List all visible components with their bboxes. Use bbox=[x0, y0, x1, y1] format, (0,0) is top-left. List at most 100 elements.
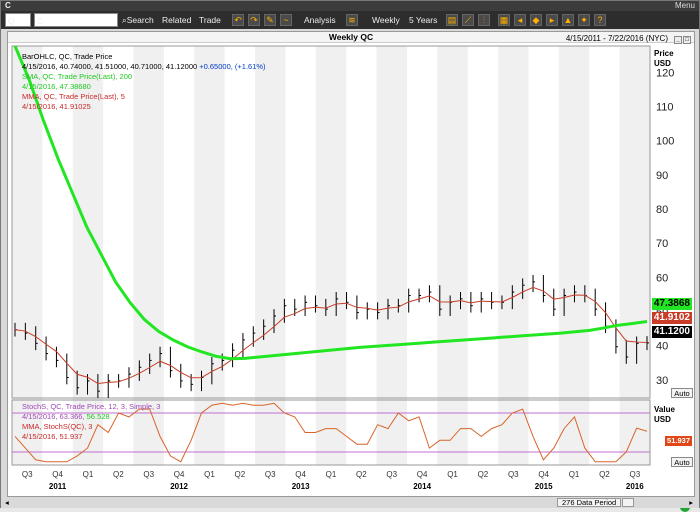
x-tick-label: Q1 bbox=[447, 470, 458, 479]
x-year-label: 2014 bbox=[413, 482, 431, 491]
scroll-right-icon[interactable]: ▸ bbox=[546, 14, 558, 26]
x-tick-label: Q3 bbox=[386, 470, 397, 479]
y-tick-label: 80 bbox=[656, 204, 668, 216]
mma-line bbox=[14, 286, 648, 385]
quarter-band bbox=[498, 46, 529, 465]
x-tick-label: Q2 bbox=[113, 470, 124, 479]
legend-stoch: StochS, QC, Trade Price, 12, 3, Simple, … bbox=[22, 402, 161, 411]
x-tick-label: Q2 bbox=[235, 470, 246, 479]
range-select[interactable]: 5 Years bbox=[409, 15, 438, 25]
date-range: 4/15/2011 - 7/22/2016 (NYC) bbox=[565, 34, 668, 43]
lower-axis-unit: USD bbox=[654, 415, 671, 424]
menu-button[interactable]: Menu bbox=[674, 1, 695, 10]
draw-icon[interactable]: ✎ bbox=[264, 14, 276, 26]
redo-icon[interactable]: ↷ bbox=[248, 14, 260, 26]
x-year-label: 2011 bbox=[49, 482, 67, 491]
zoom-button[interactable] bbox=[622, 498, 634, 507]
legend-bar-ohlc: BarOHLC, QC, Trade Price bbox=[22, 52, 113, 61]
price-legend: BarOHLC, QC, Trade Price 4/15/2016, 40.7… bbox=[22, 52, 266, 112]
legend-mma-value: 4/15/2016, 41.91025 bbox=[22, 102, 91, 111]
stoch-last-tag: 51.937 bbox=[665, 436, 692, 446]
scroll-right-arrow-icon[interactable]: ▸ bbox=[689, 498, 693, 507]
studies-icon[interactable]: ≋ bbox=[346, 14, 358, 26]
quarter-band bbox=[133, 46, 164, 465]
legend-stoch-mma-value: 4/15/2016, 51.937 bbox=[22, 432, 83, 441]
y-axis-unit: USD bbox=[654, 59, 671, 68]
stoch-plot-frame bbox=[11, 399, 651, 466]
legend-ohlc-values-text: 4/15/2016, 40.74000, 41.51000, 40.71000,… bbox=[22, 62, 198, 71]
quarter-band bbox=[437, 46, 468, 465]
lower-axis-label: Value bbox=[654, 405, 675, 414]
quarter-band bbox=[619, 46, 650, 465]
title-bar: C Menu bbox=[1, 1, 699, 11]
chart-title: Weekly QC bbox=[328, 32, 374, 42]
y-tick-label: 100 bbox=[656, 136, 674, 148]
price-chart[interactable]: 12011010090807060504030PriceUSDValueUSDQ… bbox=[8, 32, 694, 496]
legend-stoch-values: 4/15/2016, 63.366, 56.528 bbox=[22, 412, 160, 422]
quarter-band bbox=[315, 46, 347, 465]
legend-stoch-d: 56.528 bbox=[86, 412, 110, 421]
x-tick-label: Q4 bbox=[52, 470, 63, 479]
up-icon[interactable]: ▲ bbox=[562, 14, 574, 26]
analysis-menu[interactable]: Analysis bbox=[304, 15, 336, 25]
chart-title-bar: Weekly QC 4/15/2011 - 7/22/2016 (NYC) _ □ bbox=[8, 32, 694, 44]
legend-change: +0.65000, (+1.61%) bbox=[197, 62, 266, 71]
help-icon[interactable]: ? bbox=[594, 14, 606, 26]
quarter-band bbox=[12, 46, 43, 465]
footer-bar: ◂ 276 Data Period ▸ bbox=[1, 497, 699, 508]
x-tick-label: Q3 bbox=[22, 470, 33, 479]
chart-panel: Weekly QC 4/15/2011 - 7/22/2016 (NYC) _ □… bbox=[7, 31, 695, 512]
undo-icon[interactable]: ↶ bbox=[232, 14, 244, 26]
legend-sma: SMA, QC, Trade Price(Last), 200 bbox=[22, 72, 133, 81]
mma-last-tag: 41.9102 bbox=[651, 312, 692, 324]
symbol-input[interactable]: Q bbox=[5, 13, 31, 27]
scroll-left-arrow-icon[interactable]: ◂ bbox=[5, 498, 9, 507]
wave-icon[interactable]: ~ bbox=[280, 14, 292, 26]
search-field[interactable]: C bbox=[34, 13, 118, 27]
x-tick-label: Q3 bbox=[629, 470, 640, 479]
auto-scale-lower-button[interactable]: Auto bbox=[671, 457, 693, 467]
zoom-in-icon[interactable]: ◆ bbox=[530, 14, 542, 26]
quarter-band bbox=[558, 46, 590, 465]
window-buttons: _ □ bbox=[673, 33, 691, 44]
x-year-label: 2015 bbox=[535, 482, 553, 491]
y-tick-label: 30 bbox=[656, 375, 668, 387]
data-period-button[interactable]: 276 Data Period bbox=[557, 498, 622, 507]
sma-line bbox=[13, 45, 648, 361]
y-tick-label: 120 bbox=[656, 67, 674, 79]
bar-chart-icon[interactable]: ⫶ bbox=[478, 14, 490, 26]
quarter-band bbox=[255, 46, 286, 465]
line-chart-icon[interactable]: ⟋ bbox=[462, 14, 474, 26]
period-select[interactable]: Weekly bbox=[372, 15, 400, 25]
x-tick-label: Q4 bbox=[538, 470, 549, 479]
price-plot-frame bbox=[11, 45, 651, 399]
x-tick-label: Q4 bbox=[174, 470, 185, 479]
search-icon: ⌕ bbox=[122, 15, 127, 25]
legend-ohlc-values: 4/15/2016, 40.74000, 41.51000, 40.71000,… bbox=[22, 62, 266, 72]
quarter-band bbox=[194, 46, 225, 465]
y-tick-label: 110 bbox=[656, 102, 674, 114]
auto-scale-button[interactable]: Auto bbox=[671, 388, 693, 398]
scroll-left-icon[interactable]: ◂ bbox=[514, 14, 526, 26]
x-tick-label: Q4 bbox=[417, 470, 428, 479]
settings-icon[interactable]: ✦ bbox=[578, 14, 590, 26]
grid-icon[interactable]: ▦ bbox=[498, 14, 510, 26]
chart-type-icon[interactable]: ▤ bbox=[446, 14, 458, 26]
legend-sma-value: 4/15/2016, 47.38680 bbox=[22, 82, 91, 91]
x-tick-label: Q1 bbox=[569, 470, 580, 479]
maximize-icon[interactable]: □ bbox=[683, 36, 691, 44]
trade-menu[interactable]: Trade bbox=[199, 15, 221, 25]
minimize-icon[interactable]: _ bbox=[674, 36, 682, 44]
x-tick-label: Q2 bbox=[478, 470, 489, 479]
x-tick-label: Q3 bbox=[508, 470, 519, 479]
legend-stoch-k: 4/15/2016, 63.366, bbox=[22, 412, 87, 421]
search-button[interactable]: ⌕Search bbox=[122, 15, 154, 25]
x-tick-label: Q3 bbox=[265, 470, 276, 479]
y-tick-label: 90 bbox=[656, 170, 668, 182]
stoch-legend: StochS, QC, Trade Price, 12, 3, Simple, … bbox=[22, 402, 160, 442]
y-tick-label: 60 bbox=[656, 272, 668, 284]
x-tick-label: Q2 bbox=[599, 470, 610, 479]
related-menu[interactable]: Related bbox=[162, 15, 192, 25]
x-tick-label: Q1 bbox=[83, 470, 94, 479]
